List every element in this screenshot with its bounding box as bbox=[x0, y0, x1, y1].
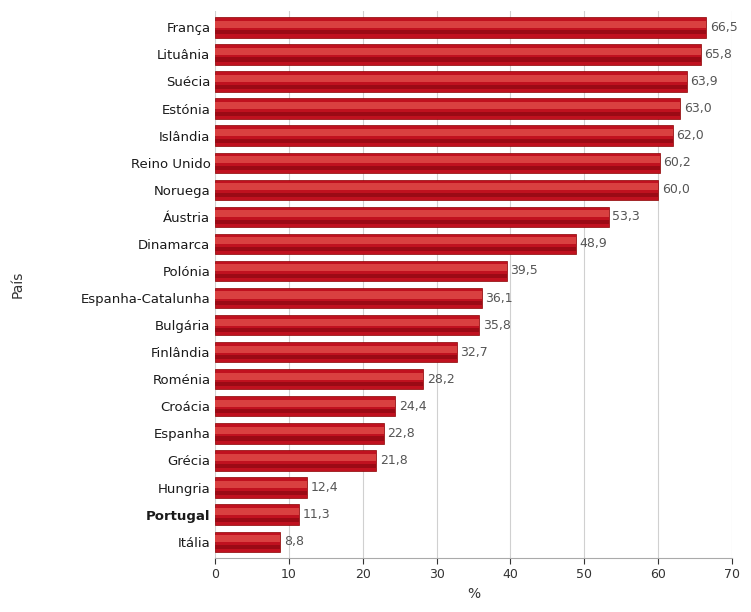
Bar bbox=[216, 220, 608, 224]
Bar bbox=[216, 261, 507, 281]
Text: 12,4: 12,4 bbox=[310, 481, 338, 494]
Text: 60,2: 60,2 bbox=[663, 156, 691, 169]
Bar bbox=[216, 234, 576, 254]
Bar bbox=[216, 72, 687, 92]
Bar bbox=[216, 355, 457, 359]
Text: 63,9: 63,9 bbox=[691, 75, 718, 88]
Bar bbox=[216, 274, 507, 278]
Text: 48,9: 48,9 bbox=[580, 237, 608, 250]
Bar bbox=[216, 518, 299, 521]
Bar bbox=[216, 31, 706, 34]
Bar bbox=[216, 75, 687, 82]
Bar bbox=[216, 193, 658, 197]
Text: 21,8: 21,8 bbox=[380, 454, 408, 467]
Bar bbox=[216, 129, 673, 136]
Bar bbox=[216, 166, 659, 170]
Text: 39,5: 39,5 bbox=[511, 264, 538, 277]
Bar bbox=[216, 111, 680, 116]
Bar bbox=[216, 44, 701, 65]
Bar bbox=[216, 207, 608, 227]
X-axis label: %: % bbox=[467, 587, 480, 601]
Text: 32,7: 32,7 bbox=[460, 346, 488, 359]
Text: 28,2: 28,2 bbox=[427, 373, 455, 386]
Bar bbox=[216, 179, 658, 200]
Bar bbox=[216, 477, 307, 498]
Bar bbox=[216, 21, 706, 28]
Bar bbox=[216, 396, 395, 417]
Bar bbox=[216, 369, 424, 389]
Bar bbox=[216, 84, 687, 89]
Y-axis label: País: País bbox=[11, 271, 25, 298]
Text: 8,8: 8,8 bbox=[284, 535, 304, 548]
Bar bbox=[216, 409, 395, 414]
Text: 65,8: 65,8 bbox=[704, 48, 732, 61]
Bar bbox=[216, 346, 457, 353]
Bar bbox=[216, 17, 706, 37]
Text: 60,0: 60,0 bbox=[662, 183, 689, 196]
Text: 63,0: 63,0 bbox=[684, 102, 712, 115]
Bar bbox=[216, 382, 424, 386]
Bar bbox=[216, 183, 658, 190]
Bar bbox=[216, 508, 299, 515]
Text: 36,1: 36,1 bbox=[485, 291, 513, 305]
Text: 35,8: 35,8 bbox=[483, 319, 511, 332]
Text: 11,3: 11,3 bbox=[303, 508, 330, 521]
Bar bbox=[216, 532, 280, 552]
Bar bbox=[216, 156, 659, 163]
Bar bbox=[216, 463, 376, 468]
Bar bbox=[216, 48, 701, 55]
Bar bbox=[216, 58, 701, 62]
Bar bbox=[216, 424, 384, 444]
Text: 53,3: 53,3 bbox=[612, 211, 640, 223]
Bar bbox=[216, 139, 673, 143]
Text: 62,0: 62,0 bbox=[677, 129, 704, 142]
Bar bbox=[216, 481, 307, 488]
Bar bbox=[216, 450, 376, 471]
Bar bbox=[216, 454, 376, 461]
Text: 22,8: 22,8 bbox=[388, 427, 415, 440]
Bar bbox=[216, 291, 481, 299]
Bar bbox=[216, 315, 479, 335]
Bar bbox=[216, 504, 299, 524]
Bar bbox=[216, 247, 576, 251]
Bar bbox=[216, 436, 384, 441]
Text: 24,4: 24,4 bbox=[399, 400, 427, 413]
Bar bbox=[216, 102, 680, 109]
Bar bbox=[216, 328, 479, 332]
Bar bbox=[216, 318, 479, 326]
Bar bbox=[216, 427, 384, 434]
Bar bbox=[216, 400, 395, 407]
Text: 66,5: 66,5 bbox=[710, 21, 737, 34]
Bar bbox=[216, 491, 307, 494]
Bar bbox=[216, 99, 680, 119]
Bar bbox=[216, 545, 280, 549]
Bar bbox=[216, 237, 576, 244]
Bar bbox=[216, 342, 457, 362]
Bar bbox=[216, 535, 280, 542]
Bar bbox=[216, 125, 673, 146]
Bar bbox=[216, 288, 481, 308]
Bar bbox=[216, 152, 659, 173]
Bar bbox=[216, 373, 424, 380]
Bar bbox=[216, 301, 481, 305]
Bar bbox=[216, 264, 507, 272]
Bar bbox=[216, 211, 608, 217]
